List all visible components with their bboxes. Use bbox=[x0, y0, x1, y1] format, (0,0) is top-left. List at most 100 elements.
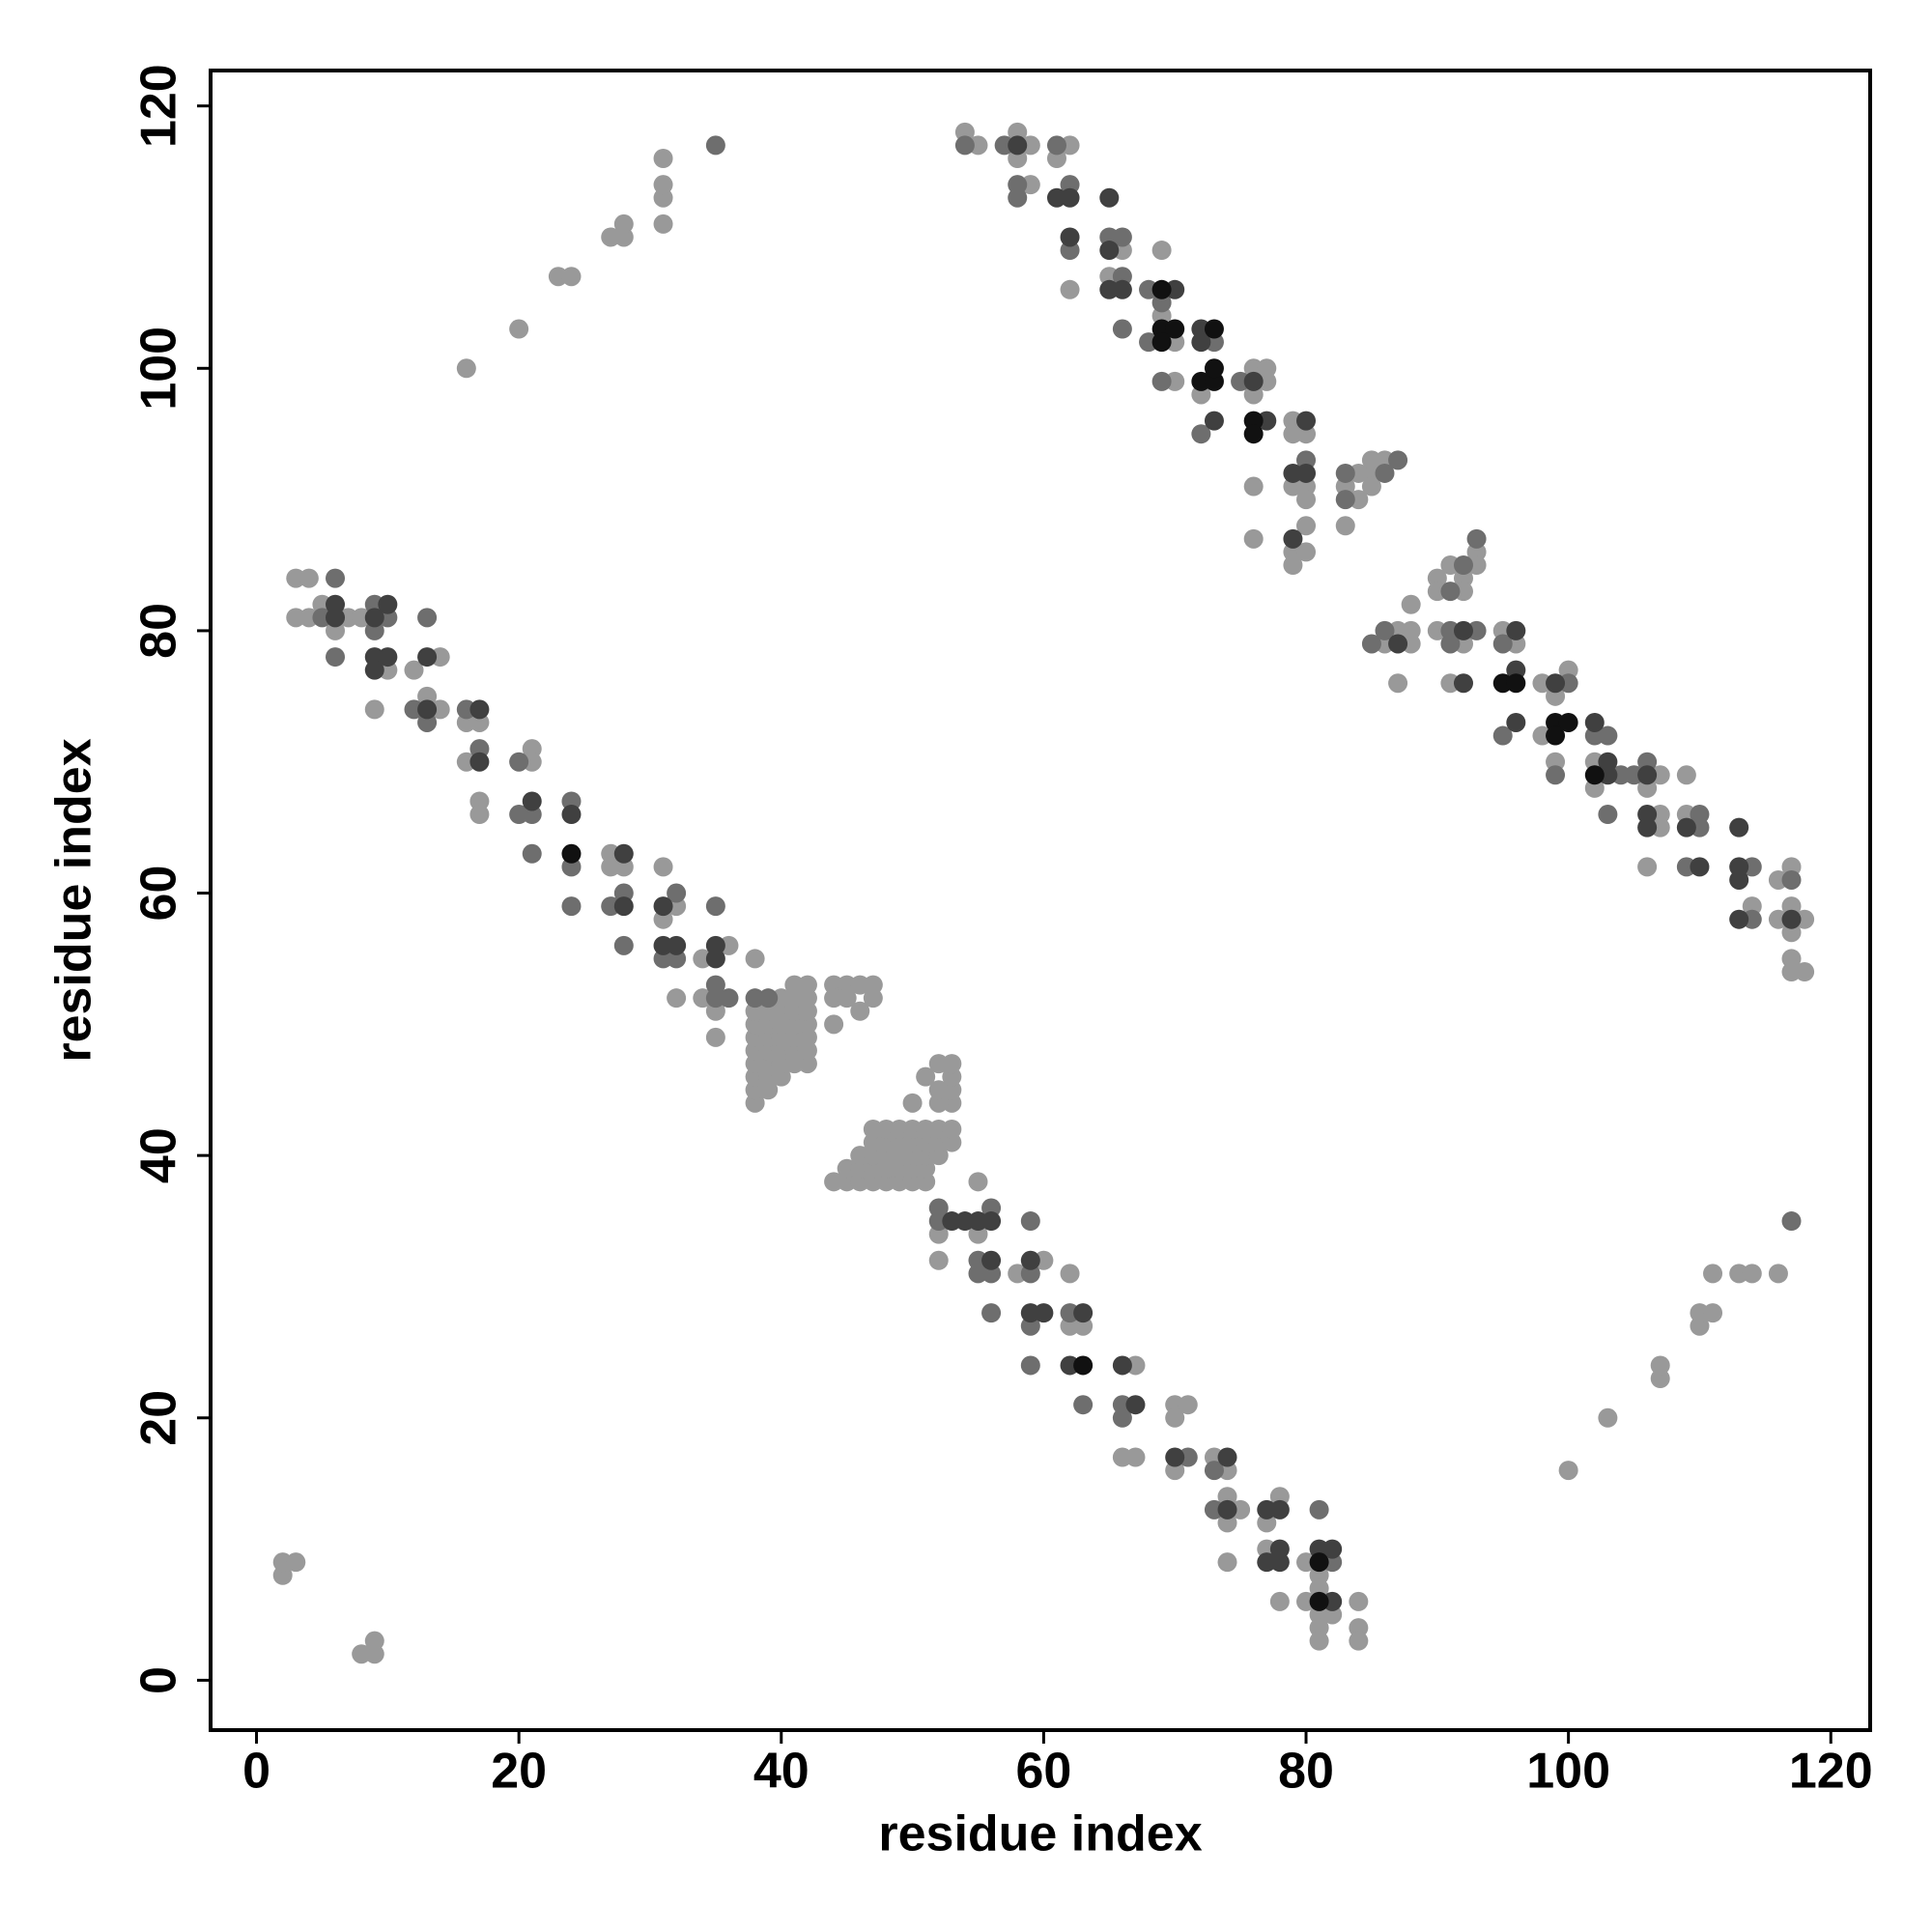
contact-point bbox=[837, 988, 857, 1009]
contact-point bbox=[1375, 463, 1395, 483]
contact-point bbox=[1440, 634, 1461, 654]
x-tick-label: 20 bbox=[491, 1744, 547, 1800]
contact-point bbox=[364, 1631, 384, 1651]
contact-point bbox=[1388, 673, 1408, 694]
contact-point bbox=[1217, 1447, 1237, 1467]
contact-point bbox=[1492, 634, 1513, 654]
contact-point bbox=[1073, 1395, 1094, 1415]
y-tick-label: 40 bbox=[131, 1127, 187, 1183]
contact-point bbox=[1781, 909, 1802, 929]
contact-point bbox=[1558, 712, 1578, 732]
contact-point bbox=[1492, 725, 1513, 746]
contact-point bbox=[981, 1250, 1002, 1270]
contact-point bbox=[1008, 135, 1028, 156]
contact-point bbox=[1046, 135, 1066, 156]
contact-point bbox=[1703, 1264, 1723, 1284]
contact-point bbox=[928, 1054, 949, 1074]
contact-point bbox=[1309, 1552, 1329, 1573]
contact-point bbox=[745, 949, 765, 969]
contact-point bbox=[667, 883, 687, 903]
y-tick-label: 120 bbox=[131, 64, 187, 148]
x-tick-label: 60 bbox=[1015, 1744, 1071, 1800]
contact-point bbox=[1361, 634, 1381, 654]
plot-frame bbox=[209, 69, 1872, 1732]
contact-point bbox=[404, 660, 424, 680]
contact-point bbox=[1243, 476, 1264, 497]
contact-point bbox=[1217, 1552, 1237, 1573]
contact-point bbox=[667, 988, 687, 1009]
contact-point bbox=[1112, 227, 1132, 247]
x-tick-label: 80 bbox=[1278, 1744, 1334, 1800]
contact-point bbox=[298, 568, 319, 588]
contact-point bbox=[1650, 1355, 1670, 1376]
contact-point bbox=[613, 843, 634, 864]
x-axis-label: residue index bbox=[878, 1806, 1202, 1862]
contact-point bbox=[1204, 1461, 1224, 1481]
contact-point bbox=[1598, 1407, 1618, 1428]
y-axis-label: residue index bbox=[46, 738, 102, 1062]
contact-point bbox=[1204, 358, 1224, 379]
contact-point bbox=[364, 699, 384, 720]
contact-point bbox=[954, 135, 975, 156]
contact-point bbox=[509, 752, 529, 772]
contact-point bbox=[1165, 1447, 1185, 1467]
contact-point bbox=[1151, 371, 1172, 391]
contact-point bbox=[719, 988, 739, 1009]
contact-point bbox=[1309, 1591, 1329, 1611]
contact-point bbox=[1729, 869, 1749, 890]
contact-point bbox=[928, 1080, 949, 1100]
contact-point bbox=[469, 699, 490, 720]
contact-point bbox=[1453, 555, 1473, 576]
contact-point bbox=[1243, 528, 1264, 549]
contact-point bbox=[1296, 463, 1317, 483]
contact-point bbox=[1034, 1303, 1054, 1323]
contact-point bbox=[1781, 869, 1802, 890]
contact-point bbox=[1060, 1264, 1080, 1284]
contact-point bbox=[653, 857, 673, 877]
contact-point bbox=[1742, 1264, 1762, 1284]
contact-point bbox=[1546, 765, 1566, 785]
x-tick-label: 100 bbox=[1526, 1744, 1610, 1800]
contact-point bbox=[1795, 962, 1815, 982]
y-tick-label: 0 bbox=[131, 1666, 187, 1694]
contact-point bbox=[968, 1172, 988, 1192]
y-tick-label: 80 bbox=[131, 603, 187, 659]
contact-point bbox=[561, 843, 582, 864]
contact-point bbox=[1676, 765, 1696, 785]
contact-point bbox=[417, 608, 438, 628]
contact-point bbox=[522, 791, 542, 811]
contact-point bbox=[1296, 516, 1317, 536]
contact-point bbox=[916, 1066, 936, 1087]
contact-point bbox=[1112, 279, 1132, 299]
contact-point bbox=[1125, 1395, 1146, 1415]
contact-point bbox=[469, 805, 490, 825]
contact-point bbox=[1296, 411, 1317, 431]
contact-point bbox=[1204, 319, 1224, 339]
contact-point bbox=[1099, 241, 1120, 261]
contact-point bbox=[1388, 634, 1408, 654]
contact-point bbox=[561, 805, 582, 825]
contact-point bbox=[1296, 542, 1317, 562]
contact-point bbox=[1729, 817, 1749, 838]
contact-point bbox=[1151, 279, 1172, 299]
contact-point bbox=[613, 896, 634, 917]
y-tick-label: 100 bbox=[131, 327, 187, 411]
contact-point bbox=[1191, 424, 1211, 444]
contact-point bbox=[1375, 620, 1395, 640]
contact-point bbox=[1060, 187, 1080, 208]
contact-point bbox=[705, 135, 725, 156]
x-tick-label: 120 bbox=[1789, 1744, 1873, 1800]
contact-point bbox=[1703, 1303, 1723, 1323]
contact-point bbox=[1335, 463, 1355, 483]
contact-point bbox=[1217, 1499, 1237, 1520]
contact-point bbox=[561, 267, 582, 287]
contact-point bbox=[1269, 1552, 1290, 1573]
contact-point bbox=[667, 935, 687, 955]
contact-point bbox=[1546, 725, 1566, 746]
contact-point bbox=[1440, 582, 1461, 602]
contact-point bbox=[1637, 817, 1658, 838]
contact-point bbox=[1768, 1264, 1788, 1284]
contact-point bbox=[1008, 187, 1028, 208]
contact-point bbox=[1165, 319, 1185, 339]
contact-point bbox=[326, 608, 346, 628]
